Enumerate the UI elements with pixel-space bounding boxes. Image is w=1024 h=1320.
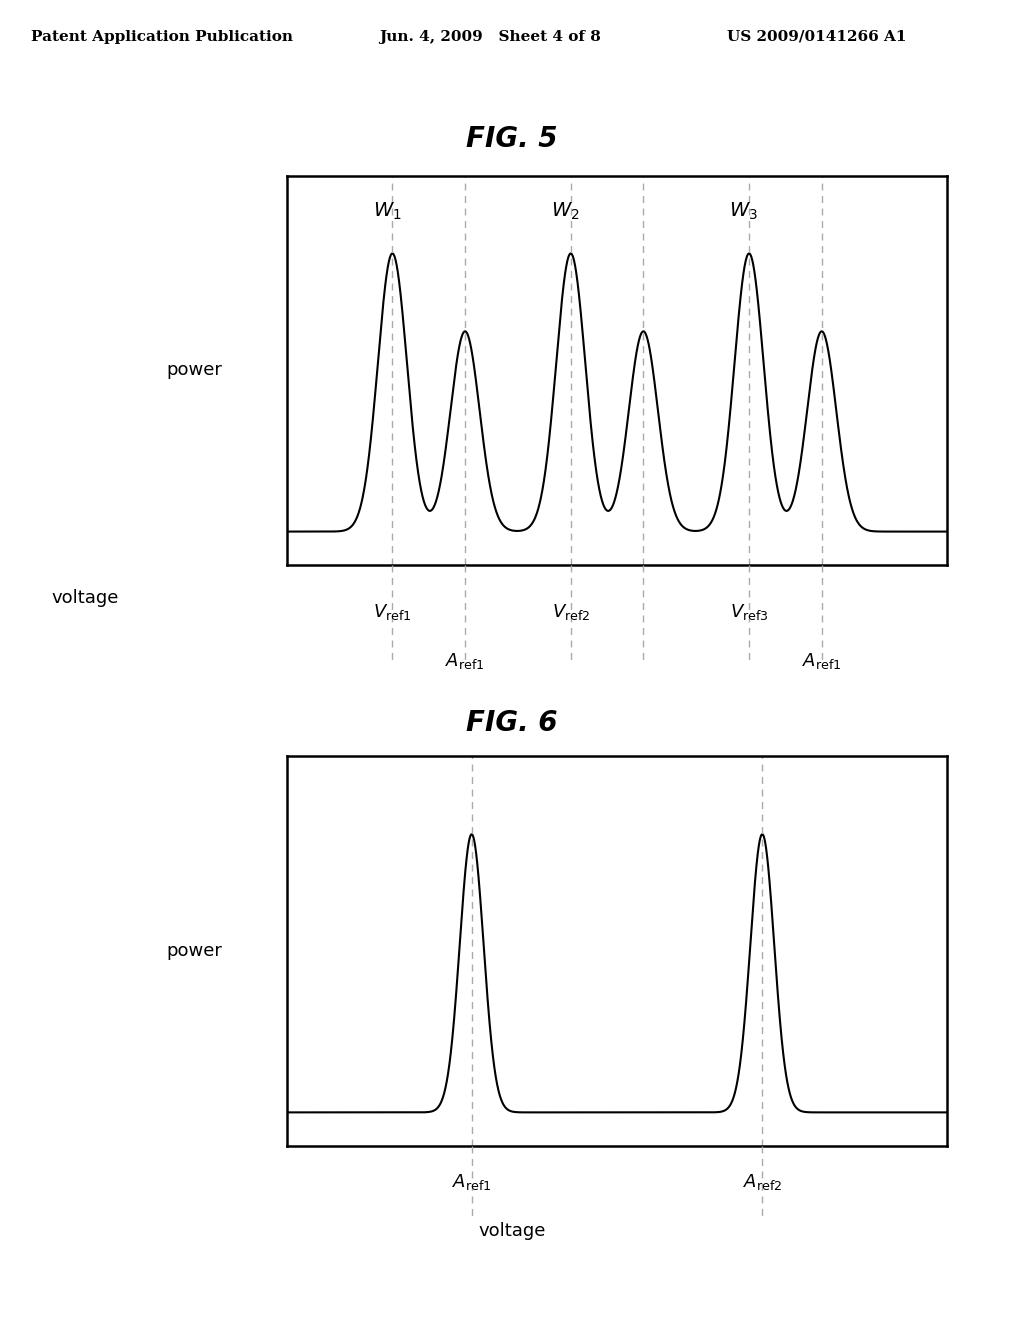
Text: FIG. 6: FIG. 6 [466, 709, 558, 738]
Text: $A_{\mathrm{ref2}}$: $A_{\mathrm{ref2}}$ [742, 1172, 782, 1192]
Text: $V_{\mathrm{ref2}}$: $V_{\mathrm{ref2}}$ [552, 602, 590, 622]
Text: $A_{\mathrm{ref1}}$: $A_{\mathrm{ref1}}$ [445, 651, 484, 671]
Text: $W_3$: $W_3$ [729, 201, 758, 222]
Text: $A_{\mathrm{ref1}}$: $A_{\mathrm{ref1}}$ [452, 1172, 492, 1192]
Text: Jun. 4, 2009   Sheet 4 of 8: Jun. 4, 2009 Sheet 4 of 8 [379, 30, 601, 44]
Text: $V_{\mathrm{ref3}}$: $V_{\mathrm{ref3}}$ [730, 602, 768, 622]
Text: $V_{\mathrm{ref1}}$: $V_{\mathrm{ref1}}$ [373, 602, 412, 622]
Text: voltage: voltage [478, 1222, 546, 1241]
Text: $W_2$: $W_2$ [551, 201, 580, 222]
Text: Patent Application Publication: Patent Application Publication [31, 30, 293, 44]
Text: US 2009/0141266 A1: US 2009/0141266 A1 [727, 30, 906, 44]
Text: power: power [167, 942, 222, 960]
Text: $W_1$: $W_1$ [373, 201, 401, 222]
Text: voltage: voltage [51, 589, 119, 607]
Text: $A_{\mathrm{ref1}}$: $A_{\mathrm{ref1}}$ [802, 651, 842, 671]
Text: FIG. 5: FIG. 5 [466, 124, 558, 153]
Text: power: power [167, 362, 222, 379]
